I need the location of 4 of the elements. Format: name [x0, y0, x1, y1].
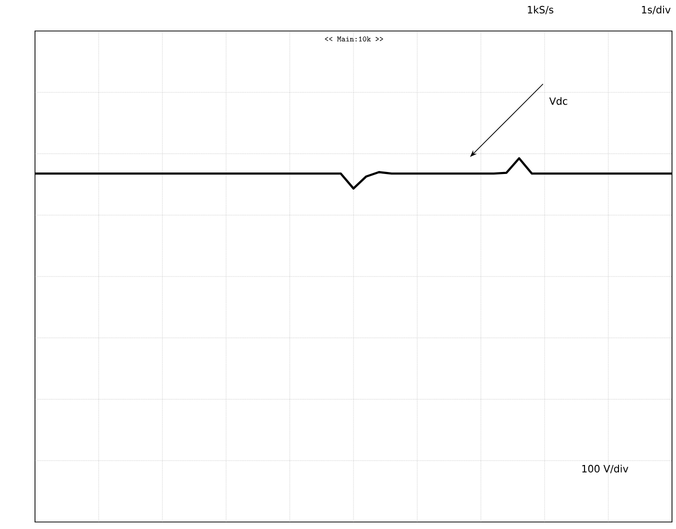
text: 1kS/s: [528, 6, 554, 14]
text: Vdc: [549, 97, 568, 105]
annotation: 100 V/div: [582, 464, 628, 474]
text: 1s/div: [642, 6, 671, 14]
